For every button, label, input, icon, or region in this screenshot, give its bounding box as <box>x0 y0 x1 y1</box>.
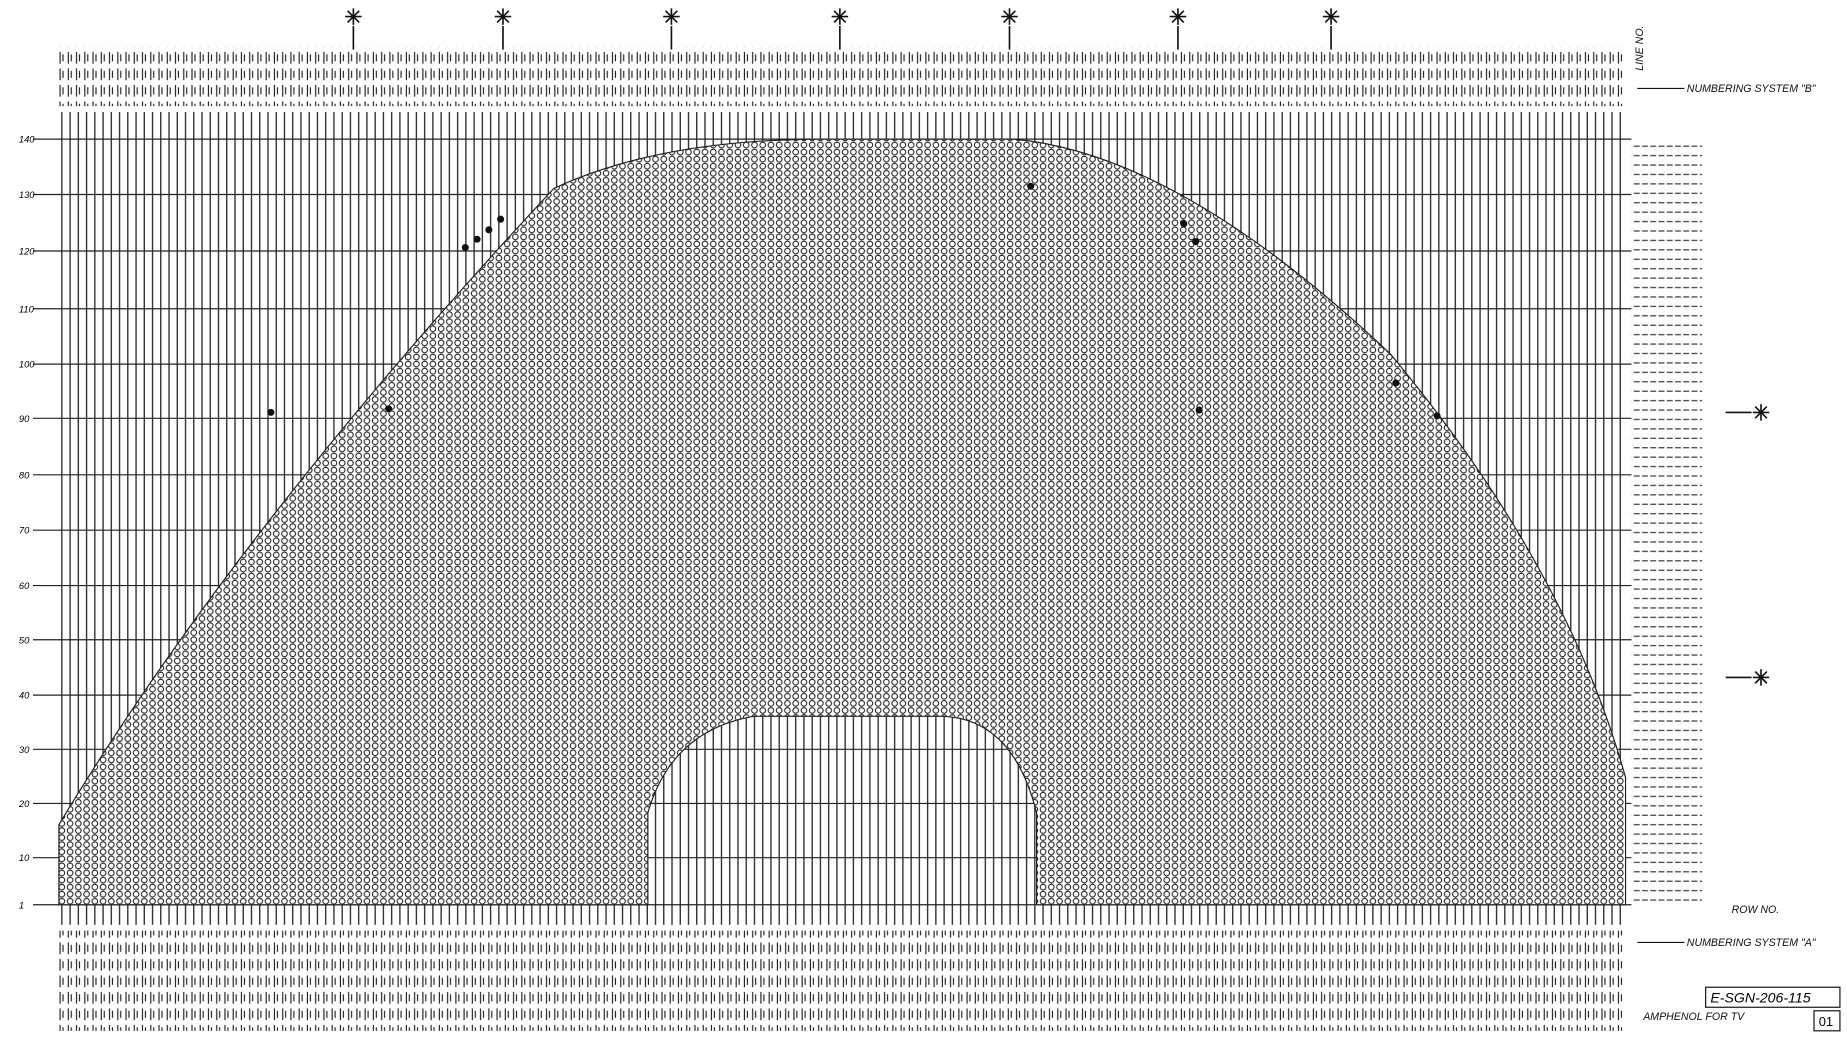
row-label: 40 <box>19 690 30 701</box>
row-label: 100 <box>19 359 35 370</box>
note: AMPHENOL FOR TV <box>1642 1011 1745 1023</box>
row-label: 60 <box>19 580 30 591</box>
row-label: 70 <box>19 525 30 536</box>
row-label: 10 <box>19 852 30 863</box>
row-label: 120 <box>19 246 35 257</box>
row-label: 140 <box>19 134 35 145</box>
row-label: 110 <box>19 303 35 314</box>
drawing-number: E-SGN-206-115 <box>1710 990 1810 1006</box>
right-dashes <box>1631 139 1702 905</box>
column-numbers-bottom <box>59 931 1626 1031</box>
page: {"labels": { "numbering_system_b": "NUMB… <box>0 0 1847 1038</box>
drawing: NUMBERING SYSTEM "B" NUMBERING SYSTEM "A… <box>0 0 1847 1038</box>
numbering-system-a: NUMBERING SYSTEM "A" <box>1687 937 1817 949</box>
row-label: 90 <box>19 413 30 424</box>
numbering-system-b: NUMBERING SYSTEM "B" <box>1687 83 1817 95</box>
sheet: 01 <box>1819 1014 1833 1029</box>
row-label: 80 <box>19 469 30 480</box>
row-no: ROW NO. <box>1732 904 1780 916</box>
row-label: 30 <box>19 744 30 755</box>
row-label: 50 <box>19 634 30 645</box>
row-label: 20 <box>18 798 30 809</box>
row-label: 130 <box>19 189 35 200</box>
row-label: 1 <box>19 899 24 910</box>
row-labels: 140 130 120 110 100 90 80 70 60 50 40 30 20 10 1 <box>18 134 35 911</box>
column-numbers-top <box>59 47 1626 106</box>
line-no: LINE NO. <box>1634 25 1646 70</box>
